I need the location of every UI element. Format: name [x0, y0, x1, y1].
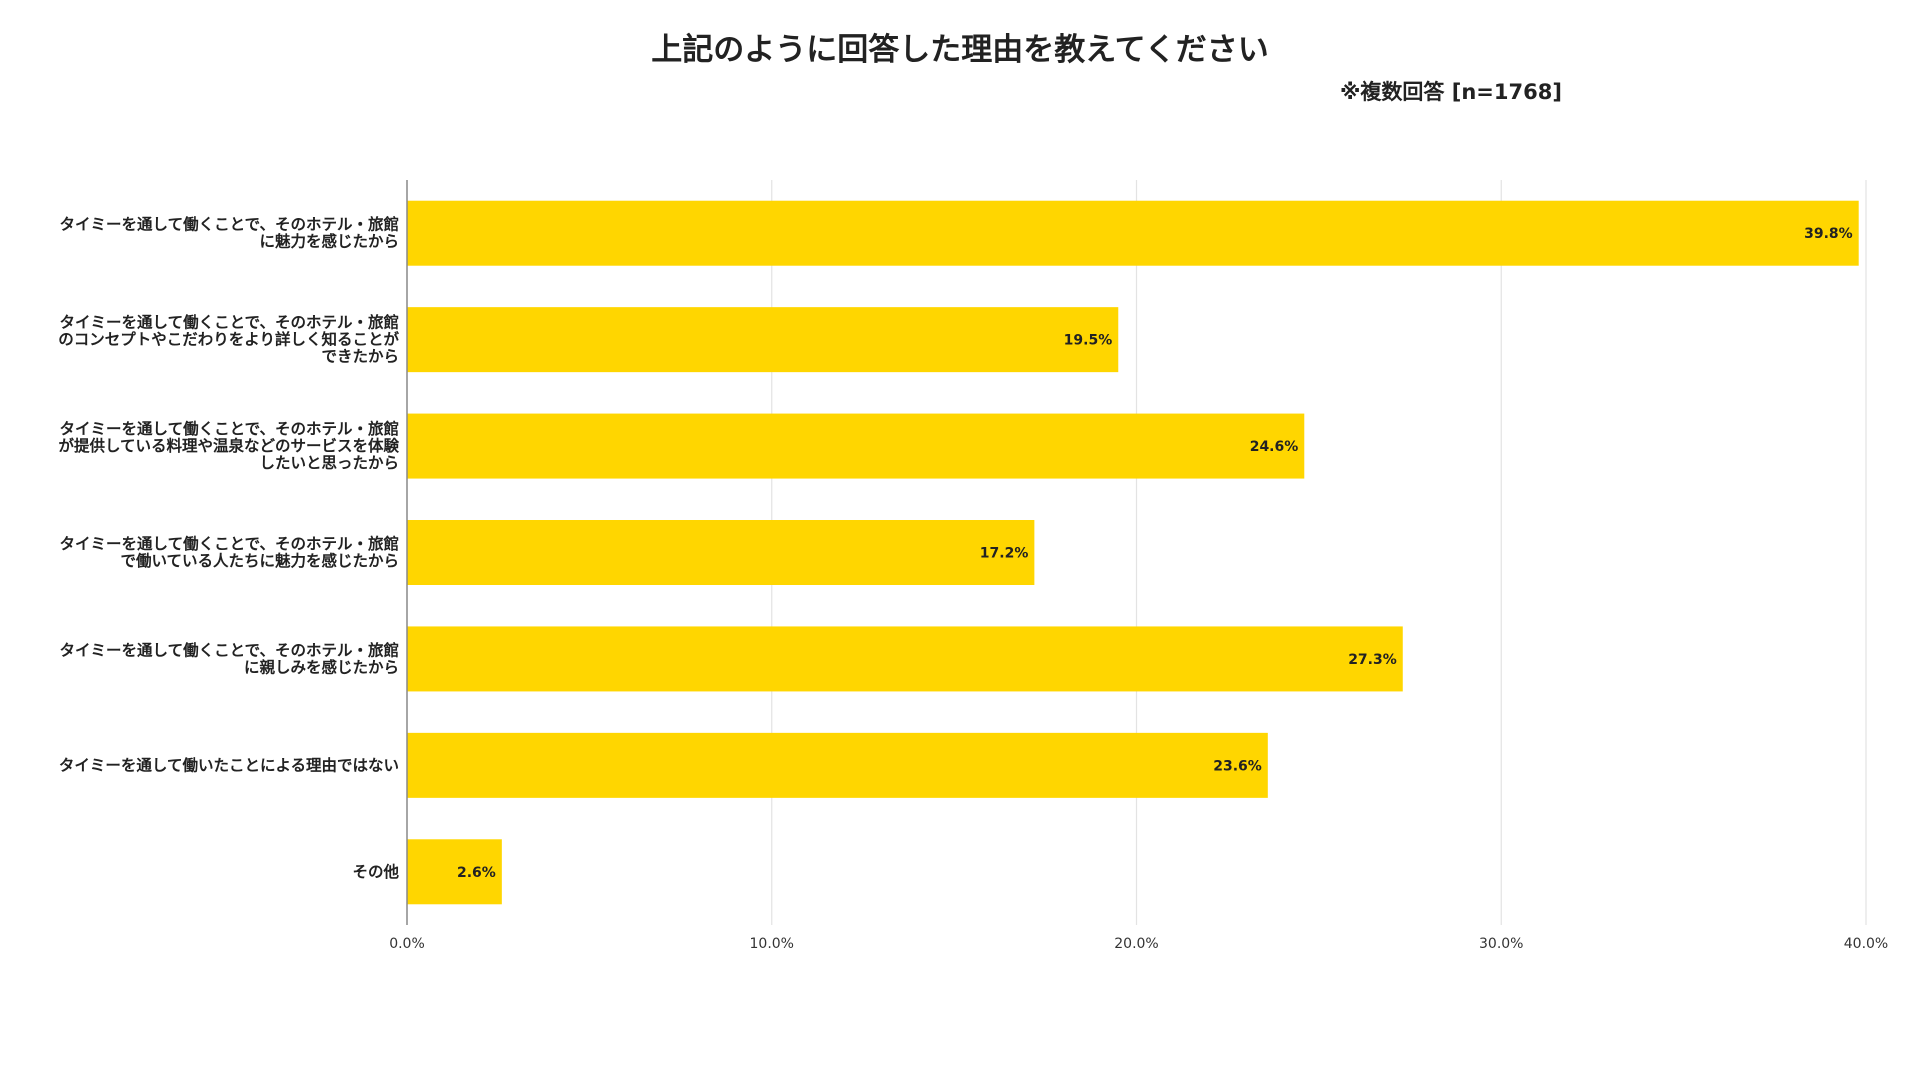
category-label-line: が提供している料理や温泉などのサービスを体験 [58, 436, 399, 455]
chart-title: 上記のように回答した理由を教えてください [651, 32, 1269, 68]
category-label-line: タイミーを通して働くことで、そのホテル・旅館 [60, 534, 399, 553]
x-tick-label: 30.0% [1479, 936, 1523, 952]
bar [407, 520, 1035, 585]
bar-value-label: 2.6% [457, 865, 496, 881]
category-label: タイミーを通して働くことで、そのホテル・旅館に親しみを感じたから [60, 640, 399, 676]
category-label: タイミーを通して働くことで、そのホテル・旅館のコンセプトやこだわりをより詳しく知… [58, 313, 399, 366]
category-label: タイミーを通して働くことで、そのホテル・旅館が提供している料理や温泉などのサービ… [58, 419, 399, 472]
bar [407, 839, 502, 905]
bar-value-label: 39.8% [1804, 226, 1853, 242]
x-tick-label: 40.0% [1844, 936, 1888, 952]
bar-value-label: 24.6% [1250, 439, 1299, 455]
category-label: その他 [352, 862, 399, 881]
bar-value-label: 23.6% [1213, 758, 1262, 774]
bars: 39.8% 19.5% 24.6% 17.2% 27.3% 23.6% 2.6% [407, 200, 1859, 905]
chart-subtitle: ※複数回答 [n=1768] [1340, 80, 1562, 104]
category-label-line: に親しみを感じたから [244, 657, 399, 676]
x-tick-label: 0.0% [389, 936, 425, 952]
x-tick-label: 10.0% [750, 936, 794, 952]
bar [407, 307, 1119, 373]
category-label-line: タイミーを通して働くことで、そのホテル・旅館 [60, 313, 399, 332]
bar [407, 413, 1305, 479]
category-label-line: したいと思ったから [259, 454, 399, 472]
category-label-line: タイミーを通して働くことで、そのホテル・旅館 [60, 419, 399, 438]
category-label-line: その他 [352, 862, 399, 881]
bar-value-label: 19.5% [1064, 333, 1113, 349]
category-label-line: に魅力を感じたから [259, 232, 399, 251]
x-tick-label: 20.0% [1114, 936, 1158, 952]
bar [407, 732, 1268, 798]
category-label-line: タイミーを通して働くことで、そのホテル・旅館 [60, 640, 399, 659]
category-label: タイミーを通して働いたことによる理由ではない [59, 755, 399, 774]
bar-value-label: 27.3% [1348, 652, 1397, 668]
category-label-line: のコンセプトやこだわりをより詳しく知ることが [58, 330, 399, 349]
category-label: タイミーを通して働くことで、そのホテル・旅館に魅力を感じたから [60, 215, 399, 251]
bar [407, 200, 1859, 266]
category-label-line: できたから [321, 348, 399, 366]
bar-value-label: 17.2% [980, 546, 1029, 562]
category-label: タイミーを通して働くことで、そのホテル・旅館で働いている人たちに魅力を感じたから [60, 534, 399, 570]
category-labels: タイミーを通して働くことで、そのホテル・旅館に魅力を感じたからタイミーを通して働… [58, 215, 399, 881]
x-tick-labels: 0.0% 10.0% 20.0% 30.0% 40.0% [389, 936, 1888, 952]
bar [407, 626, 1403, 692]
category-label-line: タイミーを通して働くことで、そのホテル・旅館 [60, 215, 399, 234]
category-label-line: タイミーを通して働いたことによる理由ではない [59, 755, 399, 774]
category-label-line: で働いている人たちに魅力を感じたから [120, 551, 399, 570]
